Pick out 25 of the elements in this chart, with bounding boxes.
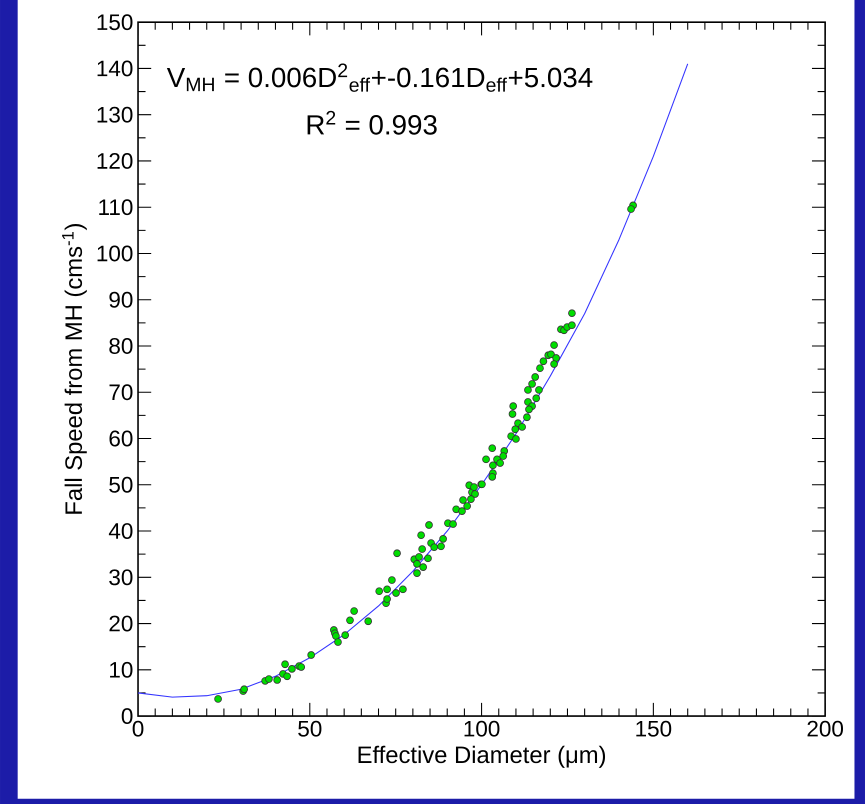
annotation: R$^{2}$ = 0.993	[308, 110, 437, 135]
y-tick-label: 90	[109, 292, 132, 308]
y-tick-label: 130	[98, 106, 132, 123]
y-tick-label: 110	[99, 199, 132, 216]
x-tick-label: 200	[808, 720, 844, 737]
y-axis-title: Fall Speed from MH (cms$^{-1}$)	[62, 224, 87, 514]
y-tick-label: 120	[98, 152, 132, 169]
x-tick-label: 100	[464, 720, 500, 737]
y-tick-label: 20	[110, 616, 132, 632]
y-tick-label: 60	[110, 430, 132, 446]
y-tick-label: 70	[110, 384, 132, 400]
y-tick-label: 150	[98, 14, 132, 30]
y-tick-label: 0	[122, 708, 132, 724]
x-tick-label: 150	[636, 720, 672, 737]
y-tick-label: 10	[110, 662, 132, 678]
x-tick-label: 0	[132, 720, 144, 737]
y-tick-label: 50	[109, 476, 132, 493]
y-tick-label: 30	[109, 569, 132, 586]
x-tick-label: 50	[298, 720, 322, 737]
x-axis-title: Effective Diameter (μm)	[358, 746, 606, 768]
y-tick-label: 100	[98, 245, 132, 262]
annotation: V$_{MH}$ = 0.006D$^{2}$$_{eff}$+-0.161D$_{eff}$+5.034	[166, 64, 592, 92]
y-tick-label: 80	[109, 338, 132, 354]
y-tick-label: 40	[108, 523, 132, 539]
y-tick-label: 140	[98, 60, 132, 76]
